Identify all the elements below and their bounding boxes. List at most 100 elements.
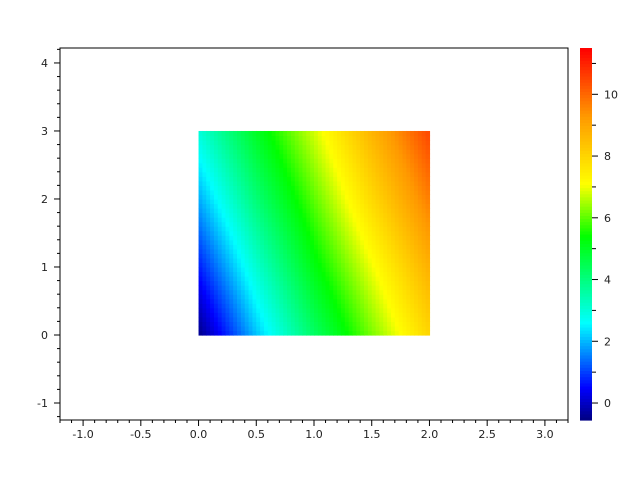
heatmap-cell	[425, 135, 431, 141]
heatmap-cell	[344, 226, 350, 232]
heatmap-cell	[356, 244, 361, 250]
heatmap-cell	[198, 316, 203, 322]
heatmap-cell	[263, 180, 269, 186]
heatmap-cell	[410, 153, 415, 159]
heatmap-cell	[267, 212, 273, 218]
heatmap-cell	[333, 140, 338, 146]
heatmap-cell	[317, 303, 323, 309]
heatmap-cell	[310, 208, 315, 214]
heatmap-cell	[352, 198, 357, 205]
heatmap-cell	[294, 162, 300, 168]
heatmap-cell	[294, 180, 300, 186]
colorbar-cell	[580, 196, 592, 201]
heatmap-cell	[198, 235, 203, 241]
heatmap-cell	[217, 294, 223, 300]
heatmap-cell	[387, 189, 392, 196]
heatmap-cell	[260, 230, 265, 236]
heatmap-cell	[294, 217, 300, 223]
heatmap-cell	[383, 244, 388, 250]
heatmap-cell	[240, 276, 246, 282]
heatmap-cell	[283, 135, 288, 141]
heatmap-cell	[356, 316, 361, 322]
heatmap-cell	[267, 330, 273, 336]
heatmap-cell	[290, 203, 296, 209]
heatmap-cell	[417, 198, 423, 205]
heatmap-cell	[306, 244, 311, 250]
heatmap-cell	[294, 271, 300, 277]
heatmap-cell	[206, 198, 211, 205]
colorbar-tick-label: 6	[604, 212, 611, 225]
colorbar-cell	[580, 308, 592, 313]
colorbar-cell	[580, 320, 592, 325]
heatmap-cell	[306, 325, 311, 332]
heatmap-cell	[364, 185, 369, 191]
heatmap-cell	[417, 271, 423, 277]
heatmap-cell	[248, 312, 254, 318]
heatmap-cell	[306, 140, 311, 146]
heatmap-cell	[371, 298, 377, 304]
heatmap-cell	[256, 185, 261, 191]
heatmap-cell	[352, 203, 357, 209]
heatmap-cell	[221, 171, 227, 177]
heatmap-cell	[329, 212, 334, 218]
heatmap-cell	[337, 321, 342, 327]
heatmap-cell	[271, 198, 277, 205]
heatmap-cell	[275, 303, 280, 309]
heatmap-cell	[290, 312, 296, 318]
heatmap-cell	[306, 135, 311, 141]
heatmap-cell	[325, 285, 330, 291]
heatmap-cell	[237, 217, 242, 223]
heatmap-cell	[210, 307, 215, 313]
heatmap-cell	[298, 158, 304, 164]
heatmap-cell	[414, 303, 419, 309]
colorbar-cell	[580, 268, 592, 272]
heatmap-cell	[260, 266, 265, 273]
heatmap-cell	[417, 167, 423, 173]
heatmap-cell	[329, 176, 334, 182]
heatmap-cell	[371, 176, 377, 182]
colorbar-cell	[580, 258, 592, 263]
heatmap-cell	[217, 244, 223, 250]
heatmap-cell	[275, 167, 280, 173]
heatmap-cell	[387, 330, 392, 336]
heatmap-cell	[233, 180, 238, 186]
heatmap-cell	[352, 235, 357, 241]
heatmap-cell	[344, 153, 350, 159]
heatmap-cell	[229, 203, 234, 209]
heatmap-cell	[294, 330, 300, 336]
heatmap-cell	[279, 144, 284, 150]
heatmap-cell	[425, 203, 431, 209]
heatmap-cell	[298, 289, 304, 295]
heatmap-cell	[340, 203, 346, 209]
heatmap-cell	[256, 303, 261, 309]
heatmap-cell	[364, 257, 369, 264]
heatmap-cell	[260, 271, 265, 277]
heatmap-cell	[290, 321, 296, 327]
heatmap-cell	[360, 176, 365, 182]
heatmap-cell	[240, 235, 246, 241]
heatmap-cell	[371, 330, 377, 336]
heatmap-cell	[375, 189, 381, 196]
heatmap-cell	[287, 330, 292, 336]
heatmap-cell	[367, 230, 373, 236]
heatmap-cell	[233, 140, 238, 146]
heatmap-cell	[348, 321, 354, 327]
heatmap-cell	[390, 221, 396, 227]
heatmap-cell	[310, 325, 315, 332]
heatmap-cell	[287, 248, 292, 254]
heatmap-cell	[325, 153, 330, 159]
heatmap-cell	[417, 130, 423, 137]
heatmap-cell	[371, 171, 377, 177]
heatmap-cell	[217, 180, 223, 186]
heatmap-cell	[321, 239, 327, 245]
heatmap-cell	[244, 217, 250, 223]
heatmap-cell	[348, 144, 354, 150]
heatmap-cell	[375, 289, 381, 295]
heatmap-cell	[375, 316, 381, 322]
heatmap-cell	[240, 185, 246, 191]
heatmap-cell	[210, 294, 215, 300]
heatmap-cell	[298, 185, 304, 191]
heatmap-cell	[333, 244, 338, 250]
heatmap-cell	[402, 176, 407, 182]
heatmap-cell	[352, 312, 357, 318]
